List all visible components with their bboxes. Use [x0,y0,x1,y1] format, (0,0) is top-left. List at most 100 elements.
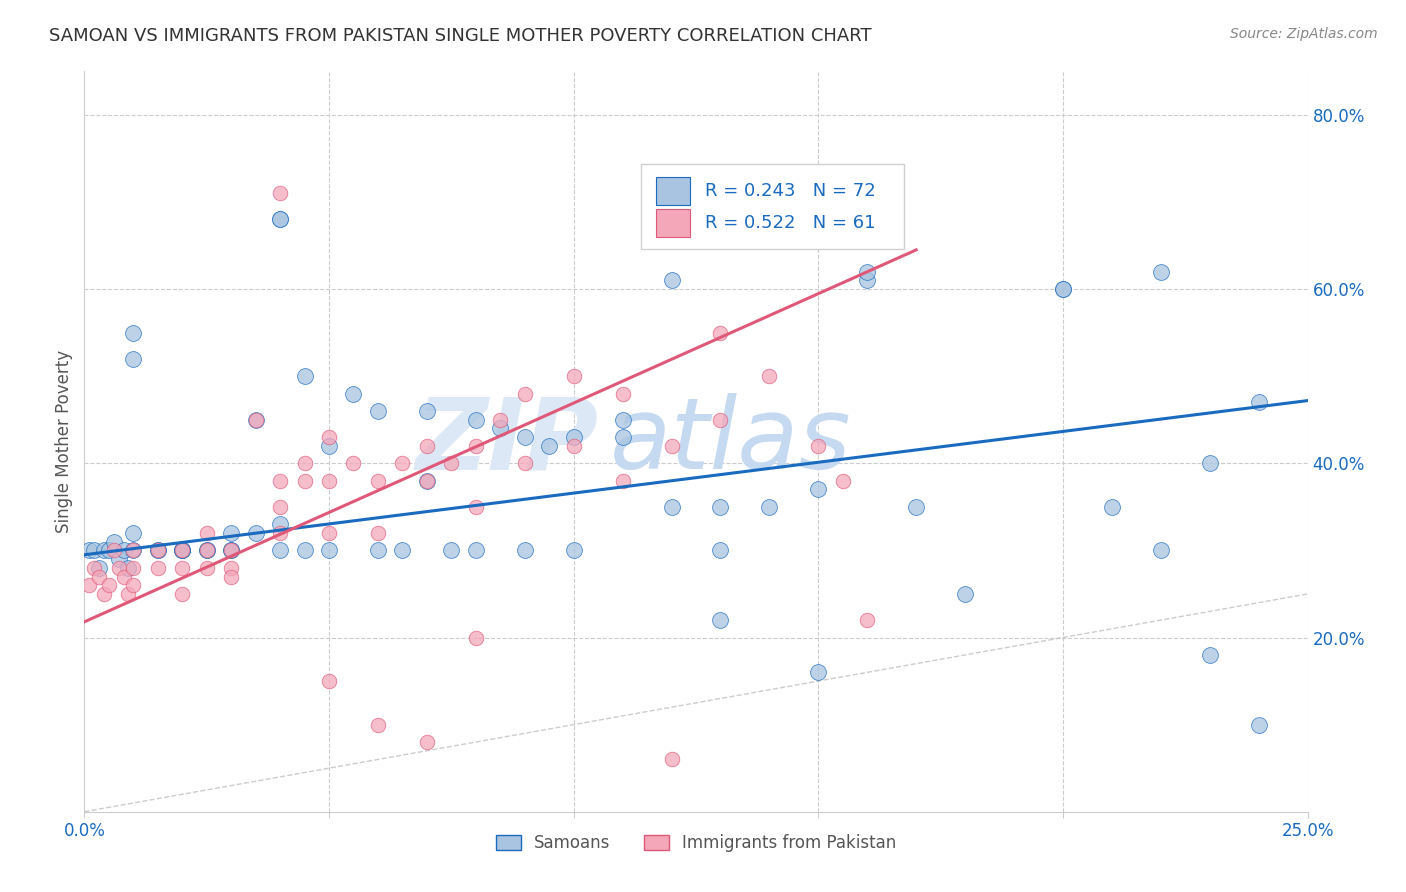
Point [87,569,110,583]
Point [807,665,830,680]
Point [513,386,536,401]
Point [77,578,100,592]
Point [294,474,316,488]
Point [122,351,145,366]
Point [709,326,731,340]
Bar [655,209,690,237]
Point [709,413,731,427]
Point [219,526,242,541]
Text: R = 0.243   N = 72: R = 0.243 N = 72 [704,182,876,201]
Point [831,474,853,488]
Point [807,439,830,453]
Point [122,543,145,558]
Point [440,456,463,470]
Point [219,569,242,583]
Point [122,561,145,575]
Point [856,613,879,627]
Point [294,456,316,470]
Point [97,578,120,592]
Point [107,561,129,575]
Point [856,265,879,279]
Point [318,526,340,541]
Point [709,543,731,558]
Point [97,543,120,558]
Point [513,456,536,470]
Point [342,456,364,470]
Point [195,543,218,558]
Point [318,543,340,558]
Point [195,561,218,575]
Point [367,404,389,418]
Point [562,439,585,453]
Legend: Samoans, Immigrants from Pakistan: Samoans, Immigrants from Pakistan [489,828,903,859]
Point [416,439,439,453]
Point [367,717,389,731]
Point [318,430,340,444]
Point [416,735,439,749]
Point [122,326,145,340]
Point [1052,282,1074,296]
Point [612,413,634,427]
Point [219,543,242,558]
Point [464,413,486,427]
Point [172,543,194,558]
Point [269,543,291,558]
Point [562,430,585,444]
Point [661,500,683,514]
Point [269,474,291,488]
Point [1198,456,1220,470]
Point [367,474,389,488]
Point [342,386,364,401]
Point [661,752,683,766]
Point [269,212,291,227]
Bar [655,178,690,205]
Point [1150,543,1173,558]
Point [172,587,194,601]
Point [562,369,585,384]
Point [513,430,536,444]
Point [172,543,194,558]
Point [416,404,439,418]
Point [245,413,267,427]
Point [195,543,218,558]
Text: atlas: atlas [610,393,852,490]
Point [758,369,780,384]
Point [1247,395,1270,409]
Point [758,500,780,514]
Point [294,543,316,558]
Point [391,456,413,470]
Point [245,526,267,541]
Y-axis label: Single Mother Poverty: Single Mother Poverty [55,350,73,533]
Text: SAMOAN VS IMMIGRANTS FROM PAKISTAN SINGLE MOTHER POVERTY CORRELATION CHART: SAMOAN VS IMMIGRANTS FROM PAKISTAN SINGL… [49,27,872,45]
Point [464,631,486,645]
Point [661,273,683,287]
Point [269,500,291,514]
Point [103,534,125,549]
Point [807,483,830,497]
Point [709,613,731,627]
Point [612,386,634,401]
Point [1150,265,1173,279]
Point [318,674,340,689]
Point [489,421,512,435]
Text: Source: ZipAtlas.com: Source: ZipAtlas.com [1230,27,1378,41]
Point [117,561,139,575]
Point [195,526,218,541]
Point [219,543,242,558]
Point [269,517,291,532]
Point [269,212,291,227]
Point [1198,648,1220,662]
Point [146,561,169,575]
Point [195,543,218,558]
Point [172,543,194,558]
Point [77,543,100,558]
Point [367,526,389,541]
Point [87,561,110,575]
Point [612,474,634,488]
Point [93,543,115,558]
Point [219,561,242,575]
Point [112,543,135,558]
Point [489,413,512,427]
Point [245,413,267,427]
Point [1052,282,1074,296]
